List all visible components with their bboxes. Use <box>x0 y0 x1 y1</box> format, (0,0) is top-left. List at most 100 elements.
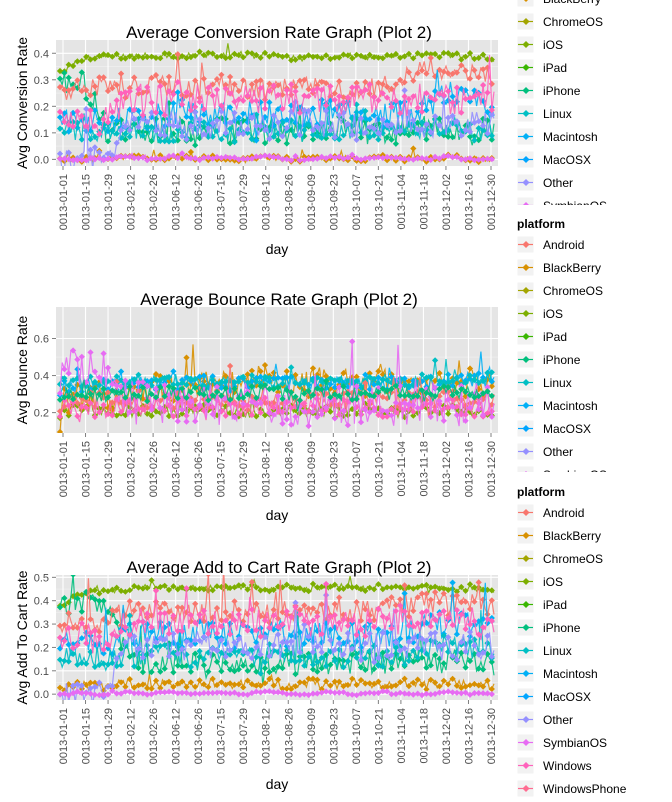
legend-key-marker <box>522 646 530 655</box>
data-point <box>397 382 404 390</box>
legend-key-marker <box>522 132 530 141</box>
data-point <box>466 628 474 636</box>
data-point <box>261 361 269 369</box>
data-point <box>174 154 181 162</box>
data-point <box>178 645 186 653</box>
data-point <box>87 690 94 697</box>
data-point <box>405 382 413 390</box>
data-point <box>131 640 138 647</box>
data-point <box>466 404 474 411</box>
data-point <box>370 665 378 673</box>
data-point <box>91 107 99 114</box>
legend-label: Linux <box>543 107 572 121</box>
data-point <box>405 401 413 408</box>
legend-label: Macintosh <box>543 399 598 413</box>
y-tick-label: 0.4 <box>34 596 49 608</box>
data-point <box>309 661 317 668</box>
data-point <box>479 690 487 697</box>
legend-item-chromeos: ChromeOS <box>516 281 603 300</box>
data-point <box>74 108 81 115</box>
data-point <box>174 123 181 130</box>
data-point <box>366 391 373 399</box>
legend-key-marker <box>522 263 530 272</box>
data-point <box>292 599 299 606</box>
data-point <box>462 417 469 424</box>
data-point <box>388 659 395 666</box>
data-point <box>397 584 404 591</box>
data-point <box>362 389 369 397</box>
data-point <box>117 126 125 134</box>
data-point <box>178 584 186 591</box>
x-tick-label: 0013-10-21 <box>373 708 385 764</box>
x-tick-label: 0013-02-26 <box>148 708 160 764</box>
data-point <box>157 152 164 159</box>
legend-key-marker <box>522 508 530 517</box>
data-point <box>196 690 203 697</box>
data-point <box>274 631 282 638</box>
data-point <box>205 125 212 132</box>
data-point <box>96 119 103 126</box>
data-point <box>56 75 64 82</box>
legend: BlackBerry ChromeOS iOS iPad iPhone Linux Maci… <box>516 0 607 205</box>
data-point <box>305 675 312 682</box>
legend-item-chromeos: ChromeOS <box>516 12 603 31</box>
data-point <box>445 634 452 641</box>
data-point <box>349 691 356 698</box>
x-tick-label: 0013-07-15 <box>216 174 228 230</box>
data-point <box>257 383 264 390</box>
data-point <box>410 401 417 409</box>
data-point <box>475 651 482 658</box>
data-point <box>122 130 129 137</box>
data-point <box>83 157 90 164</box>
data-point <box>91 83 99 90</box>
data-point <box>340 683 347 690</box>
data-point <box>414 644 421 652</box>
data-point <box>388 625 395 632</box>
x-tick-label: 0013-02-26 <box>148 174 160 230</box>
data-point <box>144 610 151 617</box>
data-point <box>122 688 129 695</box>
legend-key-marker <box>522 715 530 724</box>
data-point <box>318 601 325 608</box>
data-point <box>200 106 208 113</box>
data-point <box>288 632 295 639</box>
legend-key-marker <box>522 178 530 187</box>
chart-panel-2: 0.2 0.4 0.6 0013-01-01 0013-01-15 0013-01-29 0… <box>14 217 607 523</box>
legend-label: iPad <box>543 61 567 75</box>
legend-label: Android <box>543 238 584 252</box>
data-point <box>388 651 395 659</box>
data-point <box>397 596 404 603</box>
data-point <box>431 583 439 590</box>
data-point <box>148 412 155 420</box>
data-point <box>226 680 234 687</box>
data-point <box>56 83 64 91</box>
data-point <box>240 155 247 162</box>
data-point <box>349 675 356 682</box>
data-point <box>183 136 190 143</box>
data-point <box>388 405 395 413</box>
data-point <box>340 383 347 390</box>
data-point <box>178 663 186 670</box>
data-point <box>209 50 216 57</box>
data-point <box>78 152 85 159</box>
data-point <box>152 54 160 62</box>
data-point <box>131 55 138 62</box>
y-tick-label: 0.3 <box>34 619 49 631</box>
data-point <box>261 680 269 687</box>
x-tick-label: 0013-12-02 <box>441 708 453 764</box>
data-point <box>69 85 77 92</box>
data-point <box>157 131 164 139</box>
y-tick-label: 0.0 <box>34 154 49 166</box>
data-point <box>165 630 173 637</box>
data-point <box>436 611 443 618</box>
legend-item-symbianos: SymbianOS <box>516 465 607 472</box>
data-point <box>336 635 343 642</box>
series-line-windows <box>59 583 495 654</box>
data-point <box>231 81 238 88</box>
data-point <box>61 118 68 126</box>
data-point <box>113 682 120 690</box>
series-group <box>56 338 495 433</box>
data-point <box>96 679 103 686</box>
data-point <box>484 690 491 697</box>
legend-key-marker <box>522 40 530 49</box>
